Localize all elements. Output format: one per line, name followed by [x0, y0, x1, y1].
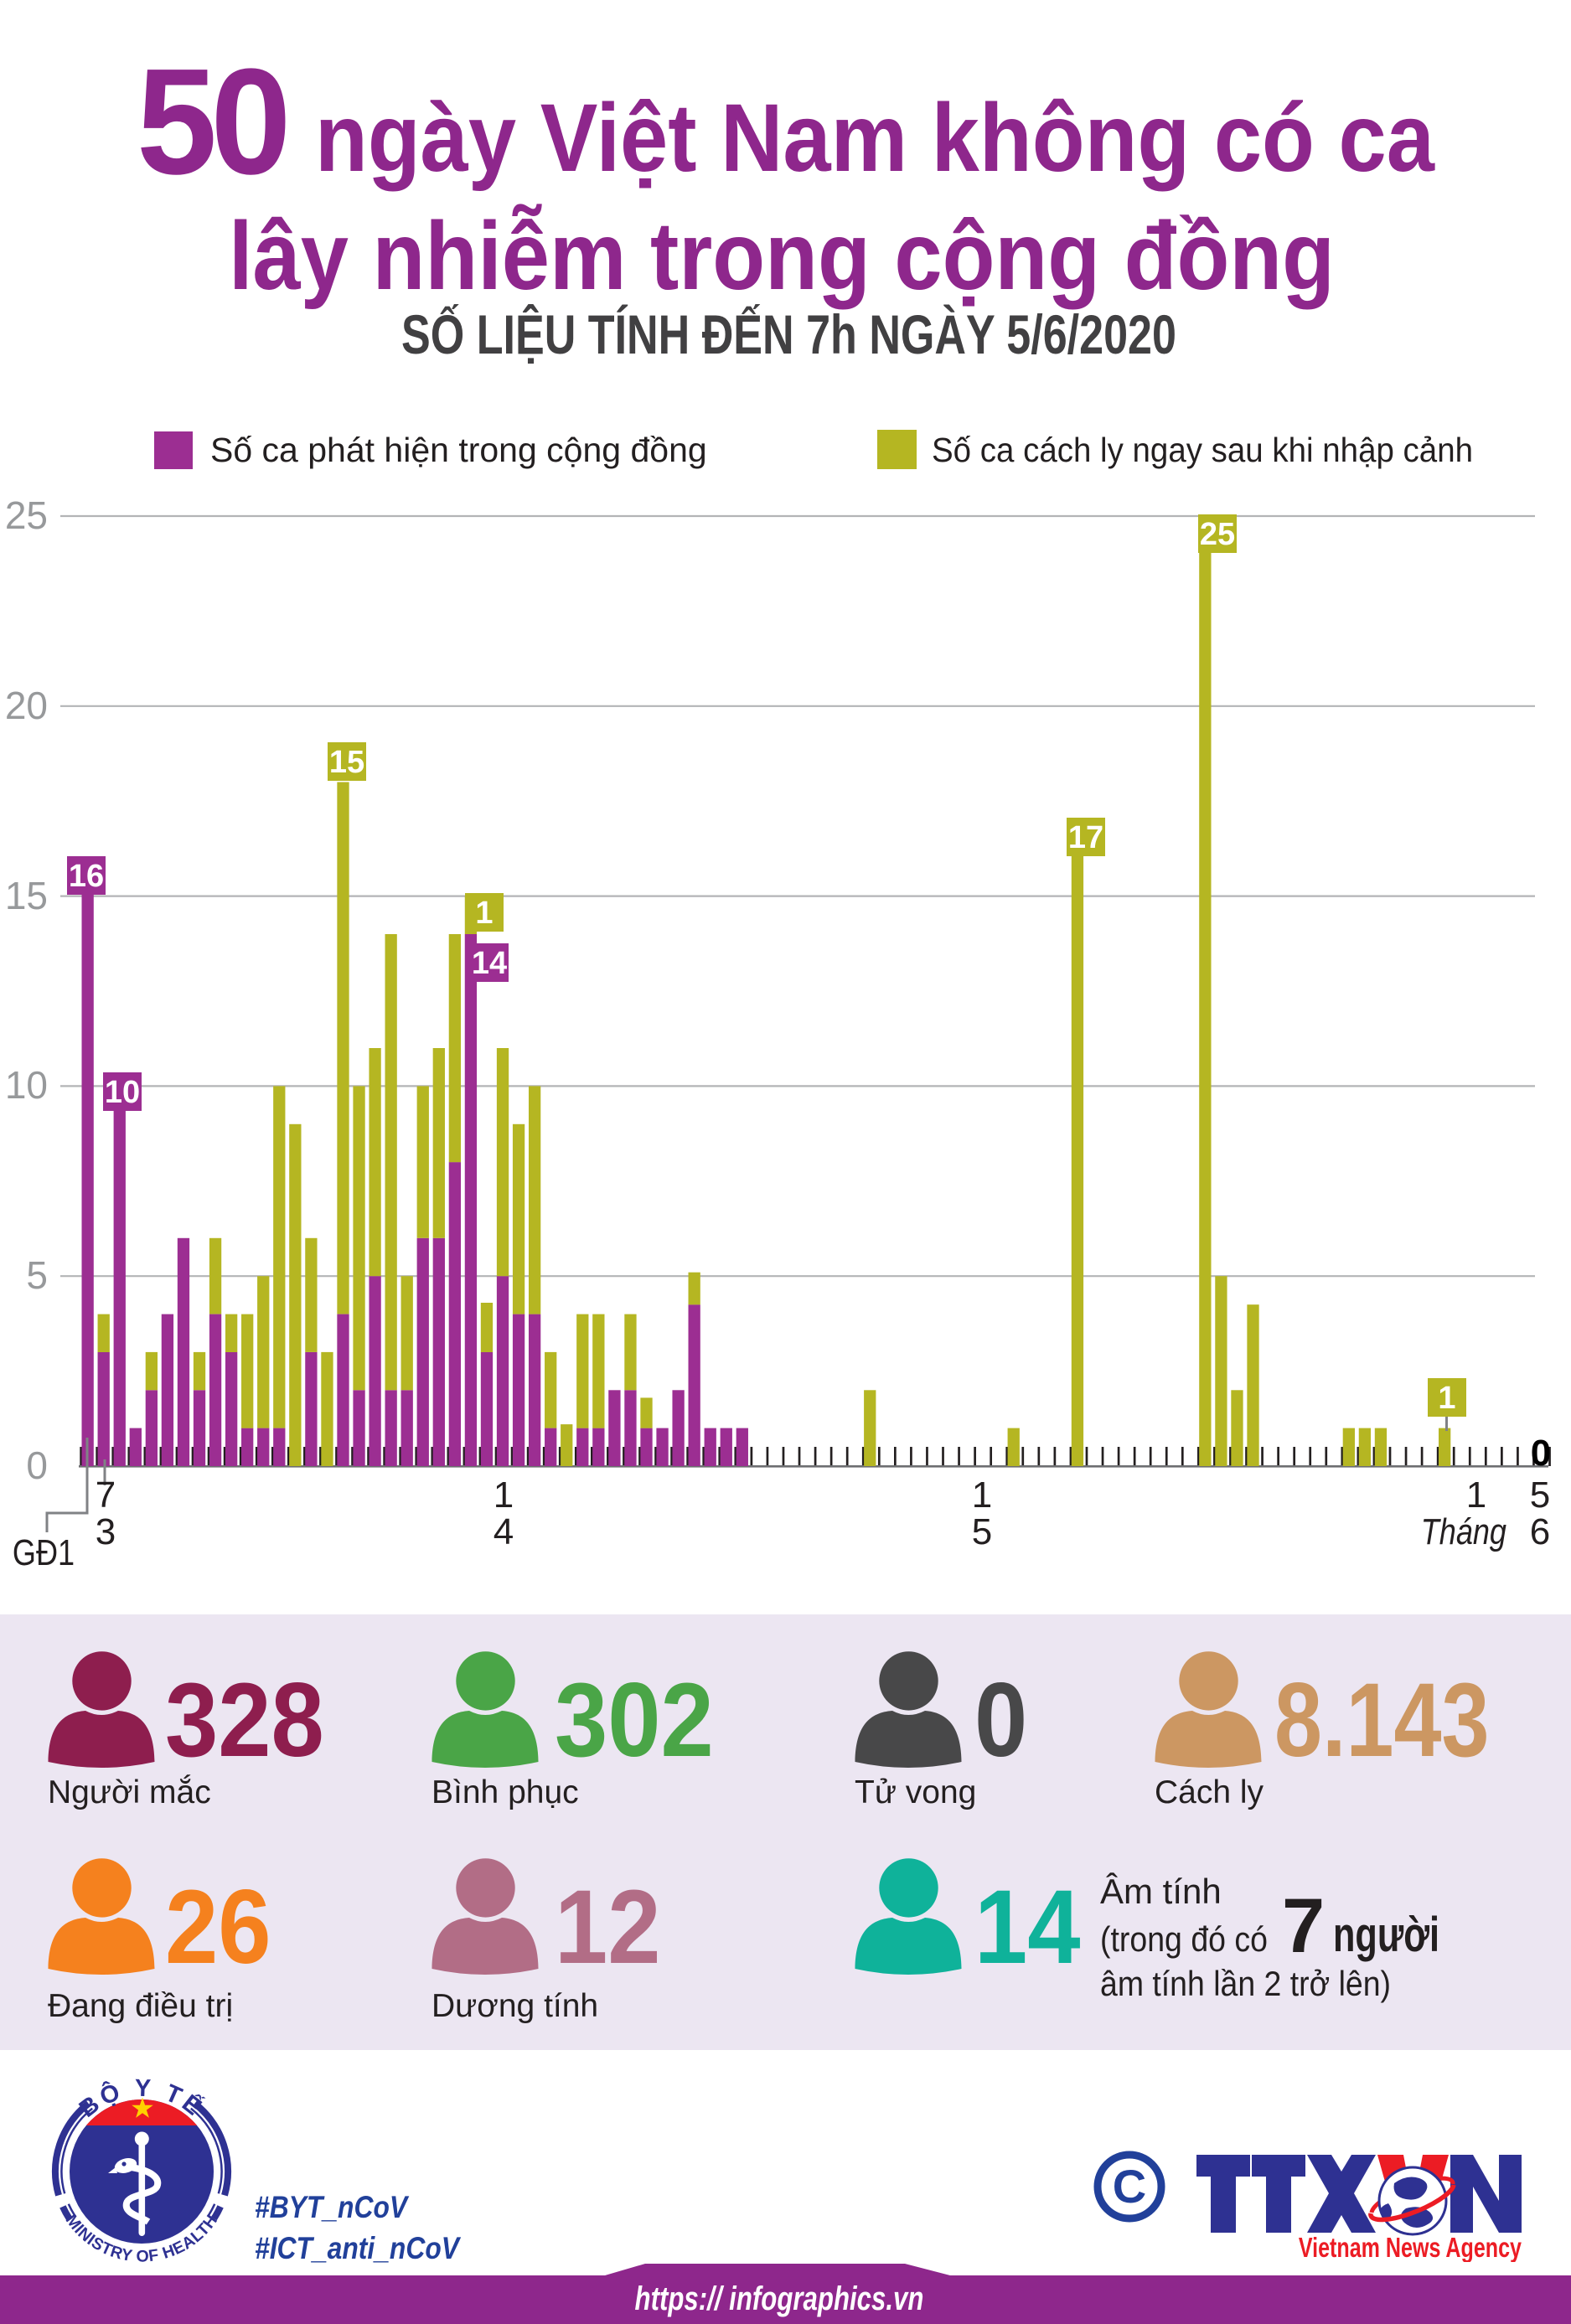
svg-text:7: 7: [96, 1474, 116, 1516]
svg-text:5: 5: [1530, 1474, 1550, 1516]
svg-text:1: 1: [972, 1474, 992, 1516]
svg-text:20: 20: [5, 684, 48, 727]
svg-text:6: 6: [1530, 1511, 1550, 1552]
svg-text:5: 5: [26, 1253, 48, 1297]
svg-text:3: 3: [96, 1511, 116, 1552]
svg-text:16: 16: [69, 859, 104, 894]
svg-text:25: 25: [1200, 517, 1235, 552]
svg-text:0: 0: [1531, 1433, 1551, 1474]
svg-text:GĐ1: GĐ1: [13, 1532, 75, 1573]
svg-text:C: C: [1113, 2160, 1146, 2213]
svg-text:1: 1: [475, 896, 493, 931]
svg-text:1: 1: [494, 1474, 514, 1516]
svg-text:5: 5: [972, 1511, 992, 1552]
svg-text:1: 1: [1438, 1381, 1455, 1416]
svg-text:Tháng: Tháng: [1421, 1511, 1507, 1552]
svg-text:15: 15: [5, 874, 48, 917]
svg-text:10: 10: [105, 1075, 140, 1110]
svg-text:10: 10: [5, 1063, 48, 1107]
svg-text:4: 4: [494, 1511, 514, 1552]
svg-text:1: 1: [1466, 1474, 1486, 1516]
svg-text:17: 17: [1068, 820, 1103, 855]
svg-text:25: 25: [5, 493, 48, 537]
svg-text:0: 0: [26, 1443, 48, 1487]
svg-text:14: 14: [472, 946, 507, 981]
svg-text:15: 15: [329, 745, 364, 780]
svg-text:Vietnam News Agency: Vietnam News Agency: [1299, 2233, 1522, 2262]
